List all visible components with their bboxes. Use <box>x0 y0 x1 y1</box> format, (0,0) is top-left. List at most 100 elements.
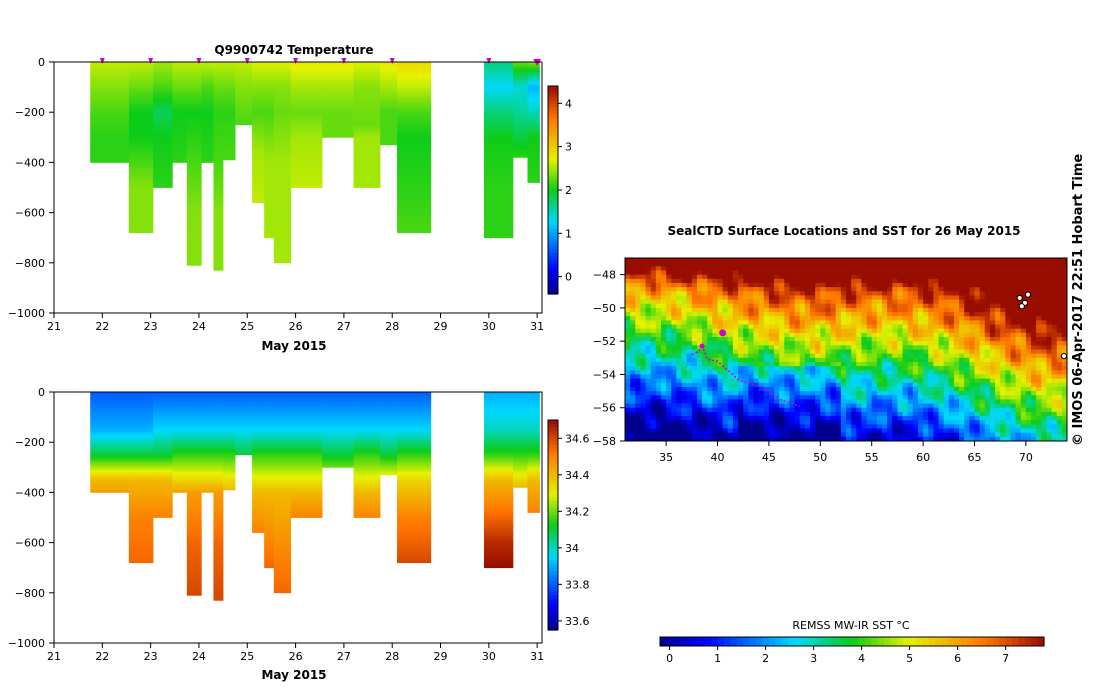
sst-map-cell <box>1036 366 1042 371</box>
sst-map-cell <box>825 262 831 267</box>
sst-map-cell <box>753 258 760 263</box>
temperature-profile-cell <box>380 62 398 65</box>
sst-map-cell <box>933 312 939 317</box>
salinity-colorbar-tick-label: 34.4 <box>565 469 590 482</box>
sst-map-cell <box>995 328 1001 334</box>
salinity-profile-cell <box>273 545 292 549</box>
sst-map-cell <box>676 295 682 300</box>
temperature-profile-cell <box>186 149 202 153</box>
sst-map-cell <box>1031 262 1037 267</box>
sst-map-cell <box>1036 320 1042 325</box>
sst-map-cell <box>722 332 729 338</box>
sst-map-cell <box>938 291 945 296</box>
sst-map-cell <box>707 270 713 276</box>
salinity-profile-cell <box>273 514 292 518</box>
temperature-profile-cell <box>90 139 130 143</box>
sst-map-cell <box>794 299 801 305</box>
temperature-profile-cell <box>484 77 514 80</box>
sst-map-cell <box>912 349 919 355</box>
sst-map-cell <box>969 299 975 305</box>
sst-map-cell <box>748 357 754 363</box>
sst-map-cell <box>912 307 919 313</box>
salinity-profile-cell <box>186 557 202 561</box>
sst-map-cell <box>650 303 657 309</box>
salinity-profile-cell <box>223 399 236 403</box>
salinity-profile-cell <box>397 437 432 441</box>
sst-map-cell <box>989 324 996 330</box>
sst-map-cell <box>969 316 975 321</box>
salinity-profile-cell <box>235 422 253 426</box>
sst-map-cell <box>871 295 878 300</box>
temperature-profile-cell <box>201 99 214 103</box>
sst-map-cell <box>969 320 975 325</box>
temperature-profile-cell <box>172 89 188 93</box>
temperature-profile-cell <box>252 164 265 168</box>
temperature-profile-cell <box>397 210 432 213</box>
sst-map-cell <box>1031 341 1037 346</box>
sst-map-cell <box>953 278 960 284</box>
sst-map-cell <box>887 266 893 271</box>
temperature-profile-cell <box>397 172 432 176</box>
temperature-profile-cell <box>235 117 253 121</box>
sst-map-cell <box>1046 278 1052 284</box>
salinity-profile-cell <box>186 432 202 436</box>
sst-map-cell <box>1061 262 1068 267</box>
salinity-profile-cell <box>186 517 202 521</box>
salinity-profile-cell <box>213 492 224 496</box>
temperature-profile-cell <box>397 79 432 83</box>
sst-map-cell <box>1056 282 1063 288</box>
temperature-profile-cell <box>128 84 154 88</box>
sst-map-cell <box>1010 303 1017 309</box>
sst-map-cell <box>743 278 749 284</box>
salinity-colorbar-segment <box>548 588 558 593</box>
salinity-profile-cell <box>273 449 292 453</box>
sst-map-cell <box>722 349 729 355</box>
temperature-profile-cell <box>128 172 154 176</box>
temperature-profile-cell <box>527 149 540 153</box>
salinity-profile-cell <box>213 469 224 473</box>
sst-map-cell <box>676 303 682 309</box>
sst-map-cell <box>717 349 724 355</box>
salinity-profile-cell <box>172 467 188 471</box>
temperature-profile-cell <box>380 139 398 143</box>
sst-map-cell <box>676 349 682 355</box>
sst-map-cell <box>671 312 677 317</box>
temperature-profile-cell <box>527 174 540 178</box>
sst-map-cell <box>758 282 765 288</box>
sst-map-cell <box>902 258 909 263</box>
sst-map-cell <box>774 258 780 263</box>
temperature-profile-cell <box>273 187 292 191</box>
sst-map-cell <box>794 278 801 284</box>
temperature-profile-cell <box>153 69 173 73</box>
sst-map-cell <box>650 361 657 367</box>
sst-map-cell <box>897 324 903 330</box>
temperature-profile-cell <box>380 67 398 70</box>
temperature-profile-cell <box>128 69 154 73</box>
sst-map-cell <box>933 370 939 375</box>
sst-map-cell <box>1010 299 1017 305</box>
salinity-colorbar-segment <box>548 549 558 554</box>
sst-map-cell <box>974 291 981 296</box>
sst-map-cell <box>625 266 631 271</box>
sst-map-cell <box>1061 312 1068 317</box>
sst-map-cell <box>768 316 775 321</box>
sst-map-cell <box>748 366 754 371</box>
sst-map-cell <box>846 370 852 375</box>
sst-map-cell <box>707 278 713 284</box>
salinity-colorbar-segment <box>548 553 558 558</box>
sst-map-cell <box>835 307 842 313</box>
sst-map-cell <box>676 357 682 363</box>
sst-map-cell <box>635 320 641 325</box>
sst-map-cell <box>681 378 688 384</box>
salinity-profile-cell <box>213 427 224 431</box>
temperature-profile-cell <box>172 107 188 111</box>
sst-map-cell <box>810 324 816 330</box>
salinity-profile-cell <box>527 424 540 428</box>
salinity-profile-cell <box>213 417 224 421</box>
temperature-profile-cell <box>153 92 173 96</box>
temperature-profile-cell <box>252 134 265 138</box>
sst-map-cell <box>696 353 703 359</box>
sst-map-cell <box>789 295 796 300</box>
temperature-colorbar-segment <box>548 151 558 156</box>
sst-map-cell <box>876 374 883 380</box>
